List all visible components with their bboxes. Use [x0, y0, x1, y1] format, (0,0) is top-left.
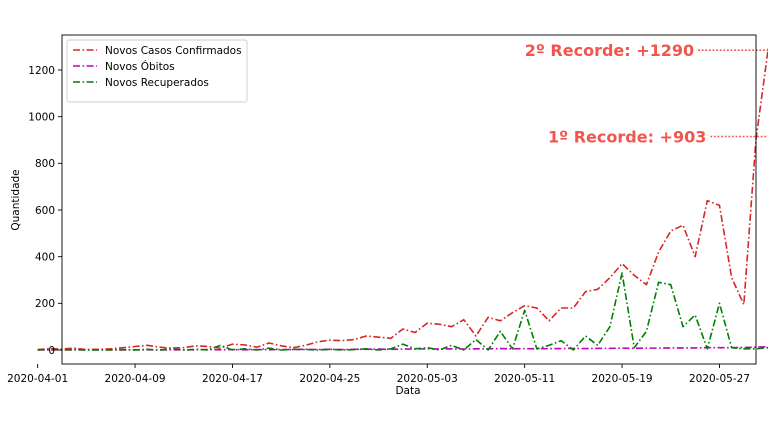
x-tick-label: 2020-04-09	[105, 373, 166, 385]
x-tick-label: 2020-05-19	[592, 373, 653, 385]
series-line-3	[37, 272, 768, 351]
legend-label-3: Novos Recuperados	[105, 77, 209, 89]
y-tick-label: 1000	[28, 111, 55, 123]
y-tick-label: 0	[48, 345, 55, 357]
annotation-text-1: 2º Recorde: +1290	[525, 41, 694, 60]
y-tick-label: 200	[35, 298, 55, 310]
x-tick-label: 2020-04-25	[299, 373, 360, 385]
y-axis-title: Quantidade	[10, 169, 22, 230]
x-axis: 2020-04-01 2020-04-09 2020-04-17 2020-04-25…	[7, 364, 750, 385]
legend: Novos Casos Confirmados Novos Óbitos Novos…	[66, 39, 248, 103]
x-tick-label: 2020-04-17	[202, 373, 263, 385]
x-tick-label: 2020-05-27	[689, 373, 750, 385]
series-line-1	[37, 48, 768, 351]
y-tick-label: 800	[35, 158, 55, 170]
x-tick-label: 2020-04-01	[7, 373, 68, 385]
annotation-text-2: 1º Recorde: +903	[548, 128, 706, 147]
y-tick-label: 1200	[28, 65, 55, 77]
series-layer	[37, 48, 768, 351]
legend-label-2: Novos Óbitos	[105, 60, 175, 73]
y-axis: 0 200 400 600 800 1000 1200	[28, 65, 62, 357]
y-tick-label: 600	[35, 205, 55, 217]
legend-box	[66, 39, 248, 103]
annotation-layer: 2º Recorde: +1290 1º Recorde: +903	[525, 41, 768, 147]
legend-label-1: Novos Casos Confirmados	[105, 45, 242, 57]
plot-frame	[61, 34, 757, 365]
x-tick-label: 2020-05-03	[397, 373, 458, 385]
y-tick-label: 400	[35, 251, 55, 263]
x-tick-label: 2020-05-11	[494, 373, 555, 385]
x-axis-title: Data	[395, 385, 420, 397]
